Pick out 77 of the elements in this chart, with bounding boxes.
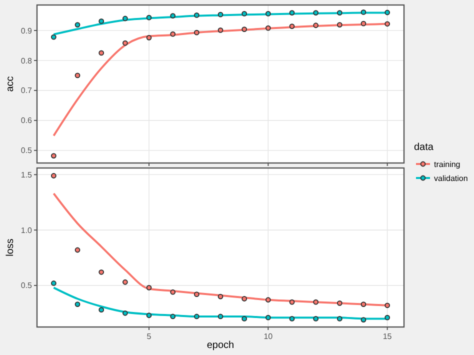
point (122, 279, 128, 285)
point (194, 30, 200, 36)
point (265, 314, 271, 320)
point (313, 299, 319, 305)
point (50, 153, 56, 159)
point (242, 316, 248, 322)
point (98, 18, 104, 24)
point (50, 173, 56, 178)
point (218, 27, 224, 33)
point (265, 297, 271, 303)
point (74, 22, 80, 28)
point (218, 12, 224, 18)
point (98, 307, 104, 313)
point (218, 314, 224, 320)
point (146, 284, 152, 290)
y-tick-label: 0.9 (20, 26, 33, 36)
y-axis-title: loss (5, 238, 16, 256)
point (289, 316, 295, 322)
point (122, 40, 128, 46)
y-tick-label: 0.5 (20, 146, 33, 156)
point (122, 310, 128, 316)
point (50, 34, 56, 40)
point (313, 316, 319, 322)
point (242, 296, 248, 302)
point (194, 12, 200, 18)
x-tick-label: 15 (382, 332, 392, 341)
point (384, 314, 390, 320)
point (336, 22, 342, 28)
point (74, 302, 80, 307)
point (289, 299, 295, 305)
x-tick-label: 5 (146, 332, 152, 341)
point (242, 26, 248, 32)
y-tick-label: 0.8 (20, 56, 33, 66)
point (336, 300, 342, 306)
legend-title: data (414, 142, 434, 153)
point (74, 72, 80, 78)
legend-label: validation (434, 174, 468, 183)
point (289, 10, 295, 16)
y-tick-label: 1.5 (20, 170, 33, 180)
point (146, 312, 152, 318)
point (384, 10, 390, 16)
point (98, 50, 104, 56)
point (360, 9, 366, 15)
point (313, 22, 319, 28)
point (98, 269, 104, 275)
point (218, 294, 224, 300)
point (122, 16, 128, 22)
point (146, 34, 152, 40)
point (336, 316, 342, 322)
point (265, 25, 271, 31)
point (170, 13, 176, 18)
y-tick-label: 0.7 (20, 86, 33, 96)
point (146, 14, 152, 20)
point (384, 302, 390, 308)
point (170, 31, 176, 37)
point (170, 289, 176, 295)
y-axis-title: acc (5, 76, 16, 92)
x-tick-label: 10 (264, 332, 274, 341)
point (194, 314, 200, 320)
point (50, 280, 56, 286)
point (242, 10, 248, 16)
point (170, 314, 176, 320)
point (384, 21, 390, 27)
y-tick-label: 1.0 (20, 226, 33, 235)
point (289, 24, 295, 29)
point (360, 20, 366, 26)
point (74, 247, 80, 253)
legend-label: training (434, 160, 460, 169)
point (336, 10, 342, 16)
point (360, 317, 366, 322)
y-tick-label: 0.5 (20, 281, 33, 290)
point (265, 10, 271, 16)
point (194, 292, 200, 298)
x-axis-title: epoch (206, 340, 234, 351)
point (360, 302, 366, 307)
y-tick-label: 0.6 (20, 116, 33, 126)
point (313, 10, 319, 16)
